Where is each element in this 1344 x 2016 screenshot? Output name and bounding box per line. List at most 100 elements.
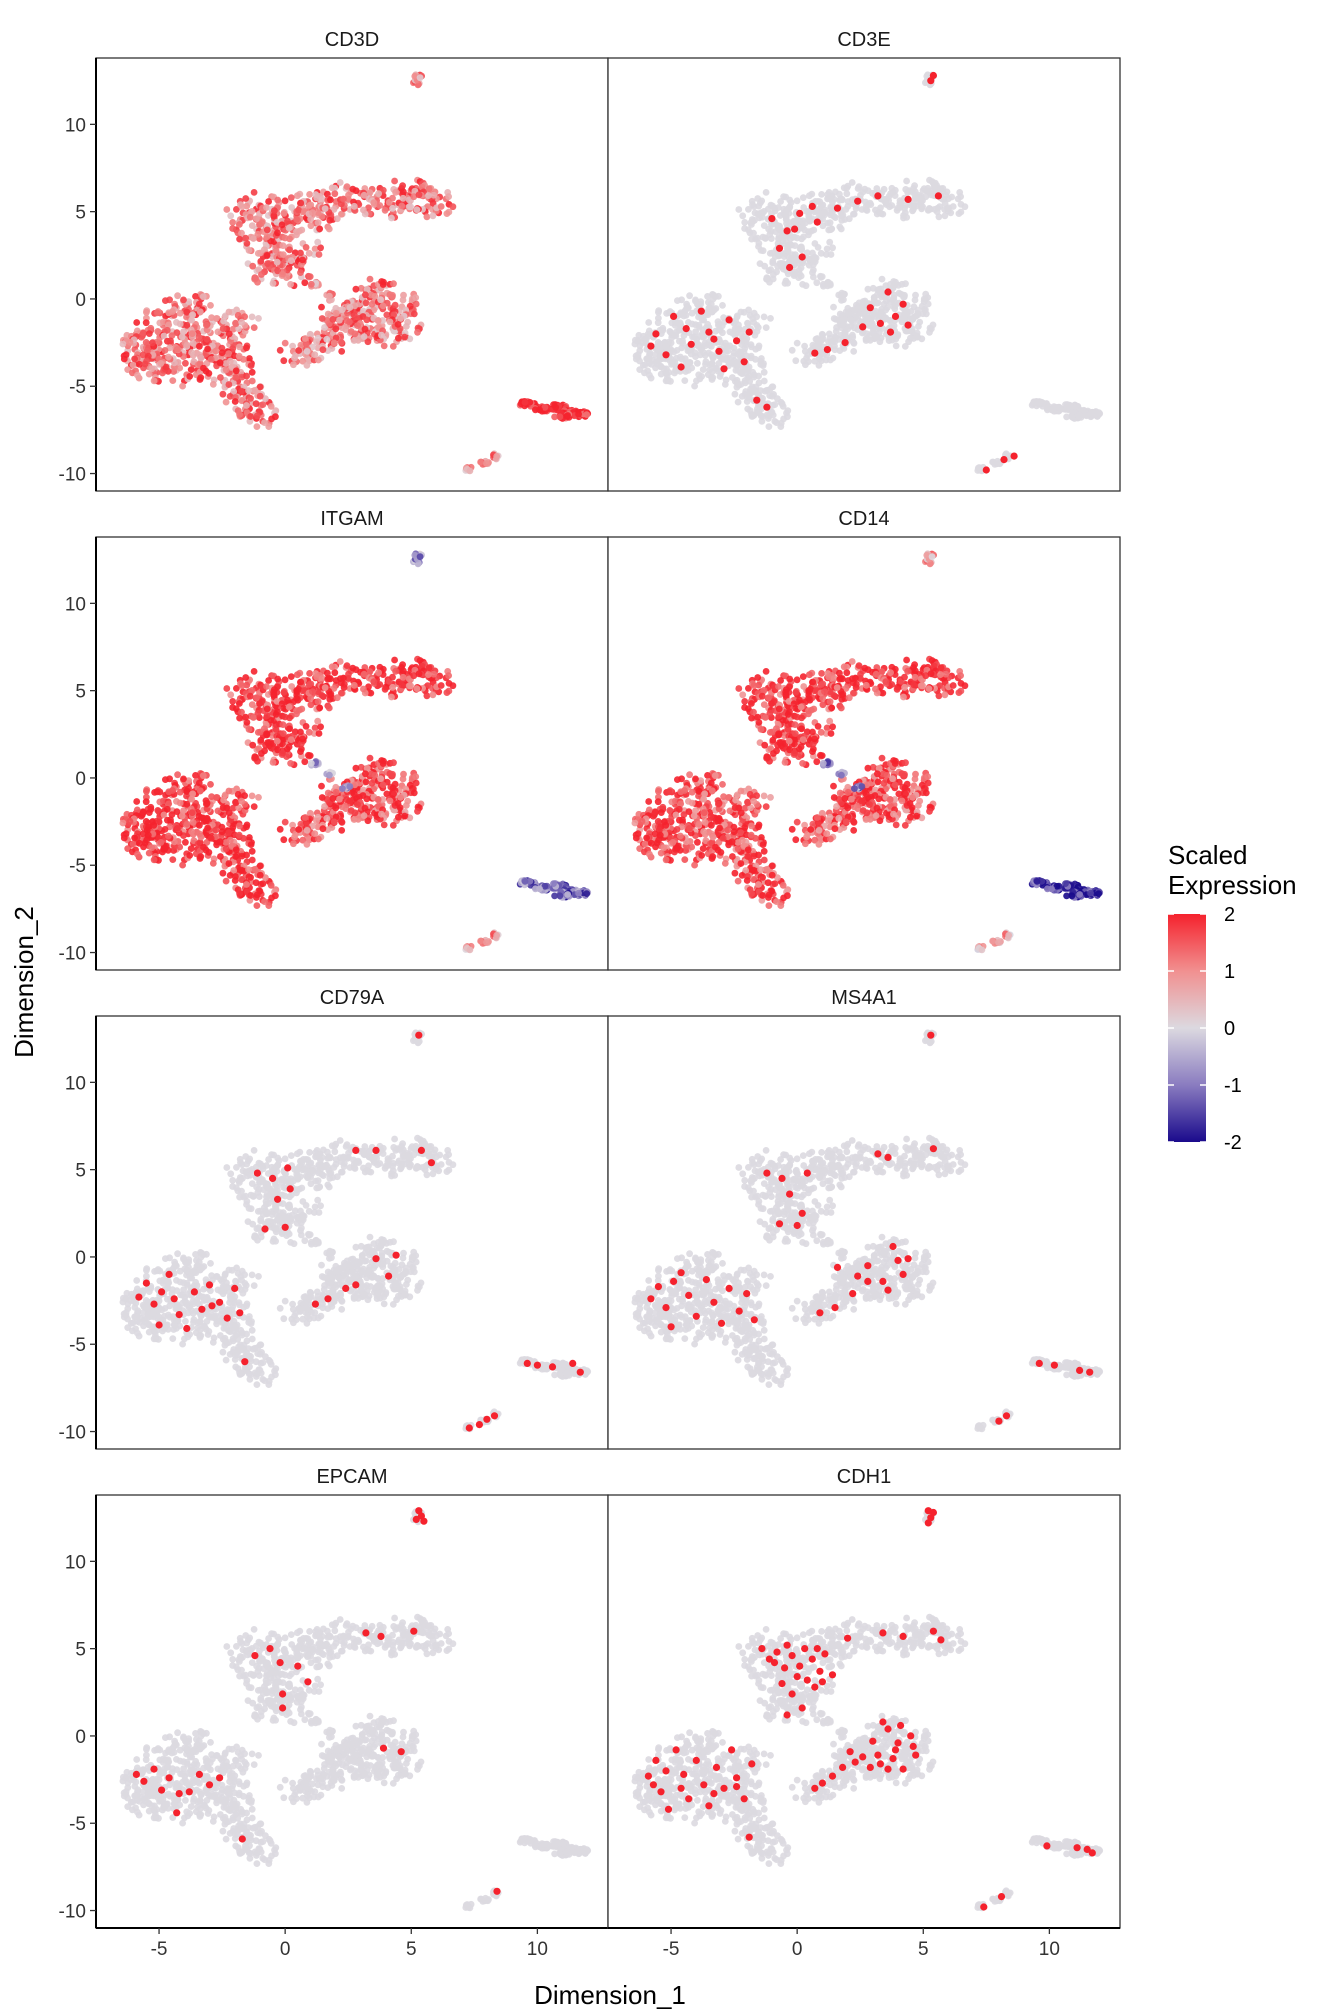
cell-point bbox=[233, 685, 240, 692]
cell-point bbox=[326, 216, 334, 224]
cell-point bbox=[204, 345, 212, 353]
cell-point bbox=[176, 799, 184, 807]
cell-point bbox=[280, 836, 288, 844]
cell-point bbox=[327, 675, 334, 683]
cell-point bbox=[791, 242, 799, 250]
expressing-cell-point bbox=[796, 209, 804, 217]
cell-point bbox=[250, 803, 258, 810]
cell-point bbox=[168, 332, 176, 339]
cell-point bbox=[918, 302, 926, 310]
cell-point bbox=[249, 262, 257, 270]
cell-point bbox=[362, 291, 369, 299]
cell-point bbox=[314, 688, 322, 696]
cell-point bbox=[809, 249, 816, 257]
cell-point bbox=[364, 817, 372, 825]
cell-point bbox=[758, 213, 766, 221]
cell-point bbox=[218, 349, 226, 357]
cell-point bbox=[297, 748, 304, 755]
cell-point bbox=[246, 692, 254, 700]
cell-point bbox=[212, 347, 220, 355]
cell-point bbox=[203, 321, 210, 329]
cell-point bbox=[694, 359, 701, 367]
cell-point bbox=[708, 821, 715, 829]
cell-point bbox=[352, 187, 360, 195]
cell-point bbox=[306, 191, 313, 198]
cell-point bbox=[866, 322, 873, 329]
cell-point bbox=[526, 398, 534, 406]
cell-point bbox=[286, 246, 293, 254]
cell-point bbox=[750, 318, 757, 326]
cell-point bbox=[316, 704, 323, 712]
cell-point bbox=[858, 304, 866, 311]
cell-point bbox=[738, 393, 746, 400]
cell-point bbox=[188, 809, 196, 817]
cell-point bbox=[388, 693, 395, 701]
cell-point bbox=[414, 807, 421, 815]
cell-point bbox=[229, 325, 237, 333]
cell-point bbox=[287, 760, 294, 767]
cell-point bbox=[741, 225, 748, 232]
cell-point bbox=[1095, 411, 1103, 418]
expressing-cell-point bbox=[763, 403, 771, 411]
cell-point bbox=[126, 338, 134, 346]
cell-point bbox=[662, 377, 670, 385]
cell-point bbox=[746, 312, 754, 319]
cell-point bbox=[764, 274, 771, 282]
cell-point bbox=[415, 191, 423, 199]
cell-point bbox=[306, 809, 314, 817]
expressing-cell-point bbox=[904, 195, 912, 203]
cell-point bbox=[788, 346, 796, 354]
cell-point bbox=[715, 839, 723, 846]
cell-point bbox=[414, 328, 421, 336]
cell-point bbox=[154, 807, 162, 814]
cell-point bbox=[347, 807, 355, 814]
cell-point bbox=[937, 185, 945, 193]
cell-point bbox=[955, 210, 963, 218]
cell-point bbox=[176, 364, 184, 372]
cell-point bbox=[306, 670, 313, 677]
cell-point bbox=[149, 339, 156, 347]
cell-point bbox=[305, 249, 313, 257]
cell-point bbox=[338, 324, 346, 332]
cell-point bbox=[819, 280, 827, 288]
cell-point bbox=[270, 691, 278, 699]
cell-point bbox=[851, 306, 858, 313]
cell-point bbox=[311, 245, 319, 253]
cell-point bbox=[732, 796, 739, 804]
cell-point bbox=[273, 737, 281, 745]
cell-point bbox=[303, 841, 311, 848]
cell-point bbox=[679, 337, 686, 345]
cell-point bbox=[274, 746, 281, 754]
cell-point bbox=[253, 902, 261, 909]
cell-point bbox=[466, 467, 474, 475]
cell-point bbox=[178, 333, 186, 341]
cell-point bbox=[744, 799, 752, 807]
cell-point bbox=[222, 360, 230, 367]
expressing-cell-point bbox=[733, 337, 741, 345]
cell-point bbox=[388, 772, 396, 780]
cell-point bbox=[262, 874, 269, 882]
cell-point bbox=[284, 217, 291, 225]
cell-point bbox=[330, 684, 338, 692]
cell-point bbox=[360, 191, 368, 199]
cell-point bbox=[781, 280, 789, 287]
cell-point bbox=[645, 806, 653, 814]
expressing-cell-point bbox=[662, 351, 670, 359]
cell-point bbox=[232, 367, 240, 375]
expressing-cell-point bbox=[854, 197, 862, 205]
cell-point bbox=[236, 822, 243, 830]
cell-point bbox=[238, 387, 245, 395]
cell-point bbox=[183, 308, 191, 316]
cell-point bbox=[377, 775, 384, 783]
cell-point bbox=[695, 800, 703, 808]
cell-point bbox=[763, 386, 771, 394]
cell-point bbox=[380, 821, 388, 829]
cell-points bbox=[119, 71, 592, 475]
cell-point bbox=[766, 250, 774, 257]
cell-point bbox=[911, 296, 919, 304]
cell-point bbox=[915, 323, 922, 330]
cell-point bbox=[844, 309, 852, 317]
cell-point bbox=[399, 661, 406, 668]
cell-point bbox=[255, 794, 262, 801]
